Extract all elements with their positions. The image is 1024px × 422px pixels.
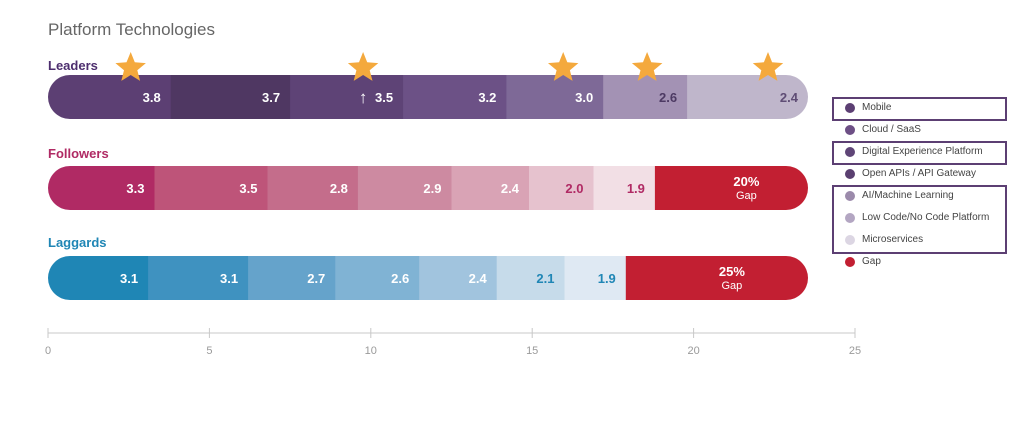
legend-swatch (845, 103, 855, 113)
bar-value-label: 2.7 (307, 271, 325, 286)
legend-label: Mobile (862, 102, 892, 113)
arrow-up-icon: ↑ (359, 88, 368, 107)
bar-value-label: 3.2 (478, 90, 496, 105)
legend-label: Digital Experience Platform (862, 146, 983, 157)
star-icon (347, 52, 379, 81)
legend-item-digital-experience-platform: Digital Experience Platform (832, 141, 1007, 163)
legend-label: AI/Machine Learning (862, 190, 954, 201)
legend-swatch (845, 125, 855, 135)
bar-segment (267, 166, 359, 210)
x-tick-label: 25 (849, 345, 861, 357)
bar-value-label: 2.6 (659, 90, 677, 105)
legend-highlight-box (832, 141, 1007, 165)
legend: Mobile Cloud / SaaS Digital Experience P… (832, 97, 1007, 273)
legend-swatch (845, 257, 855, 267)
legend-highlight-box (832, 185, 1007, 254)
group-label-leaders: Leaders (48, 58, 98, 73)
legend-item-cloud-saas: Cloud / SaaS (832, 119, 1007, 141)
bar-segment (170, 75, 291, 119)
bar-value-label: 2.0 (565, 181, 583, 196)
bar-segment (593, 166, 656, 210)
bar-row-laggards (48, 256, 808, 300)
legend-item-low-code: Low Code/No Code Platform (832, 207, 1007, 229)
legend-item-mobile: Mobile (832, 97, 1007, 119)
bar-value-label: 3.1 (220, 271, 238, 286)
bar-segment (564, 256, 627, 300)
x-tick-label: 20 (687, 345, 699, 357)
bar-segment (154, 166, 268, 210)
x-tick-label: 15 (526, 345, 538, 357)
bar-segment (148, 256, 249, 300)
legend-swatch (845, 213, 855, 223)
bar-segment (48, 166, 155, 210)
bar-value-label: 2.9 (423, 181, 441, 196)
bar-value-label: 3.5 (239, 181, 257, 196)
bar-segment (48, 75, 172, 119)
x-tick-label: 10 (365, 345, 377, 357)
bar-segment (48, 256, 149, 300)
bar-value-label: 1.9 (598, 271, 616, 286)
bar-row-leaders (48, 75, 808, 119)
star-icon (752, 52, 784, 81)
bar-value-label: 3.5 (375, 90, 393, 105)
bar-row-followers (48, 166, 808, 210)
bar-value-label: 1.9 (627, 181, 645, 196)
group-label-followers: Followers (48, 146, 109, 161)
legend-item-open-apis: Open APIs / API Gateway (832, 163, 1007, 185)
bar-segment (419, 256, 498, 300)
bar-segment (248, 256, 336, 300)
bar-value-label: 3.8 (143, 90, 161, 105)
gap-label: Gap (736, 190, 757, 202)
gap-percent-label: 25% (719, 264, 745, 279)
bar-value-label: 3.1 (120, 271, 138, 286)
legend-swatch (845, 169, 855, 179)
chart-title: Platform Technologies (48, 20, 215, 39)
bar-segment (687, 75, 808, 119)
gap-percent-label: 20% (733, 174, 759, 189)
bar-segment (603, 75, 688, 119)
bar-segment (451, 166, 530, 210)
x-tick-label: 0 (45, 345, 51, 357)
gap-label: Gap (722, 280, 743, 292)
bar-segment (529, 166, 595, 210)
x-tick-label: 5 (206, 345, 212, 357)
legend-label: Microservices (862, 234, 924, 245)
legend-item-microservices: Microservices (832, 229, 1007, 251)
bar-value-label: 2.4 (780, 90, 799, 105)
bar-value-label: 2.4 (501, 181, 520, 196)
legend-label: Gap (862, 256, 881, 267)
gap-segment (625, 256, 808, 300)
group-label-laggards: Laggards (48, 235, 107, 250)
legend-label: Open APIs / API Gateway (862, 168, 976, 179)
star-icon (548, 52, 579, 81)
gap-segment (654, 166, 808, 210)
bar-segment (506, 75, 604, 119)
legend-swatch (845, 147, 855, 157)
star-icon (115, 52, 146, 81)
legend-swatch (845, 235, 855, 245)
bar-segment (496, 256, 565, 300)
legend-highlight-box (832, 97, 1007, 121)
legend-label: Low Code/No Code Platform (862, 212, 990, 223)
legend-item-ai-ml: AI/Machine Learning (832, 185, 1007, 207)
bar-segment (357, 166, 452, 210)
bar-value-label: 2.1 (536, 271, 554, 286)
bar-value-label: 3.0 (575, 90, 593, 105)
legend-label: Cloud / SaaS (862, 124, 921, 135)
bar-value-label: 3.7 (262, 90, 280, 105)
legend-item-gap: Gap (832, 251, 1007, 273)
bar-segment (335, 256, 420, 300)
bar-value-label: 3.3 (126, 181, 144, 196)
bar-value-label: 2.8 (330, 181, 348, 196)
star-icon (631, 52, 663, 81)
bar-segment (290, 75, 404, 119)
legend-swatch (845, 191, 855, 201)
bar-segment (403, 75, 507, 119)
bar-value-label: 2.6 (391, 271, 409, 286)
bar-value-label: 2.4 (469, 271, 488, 286)
